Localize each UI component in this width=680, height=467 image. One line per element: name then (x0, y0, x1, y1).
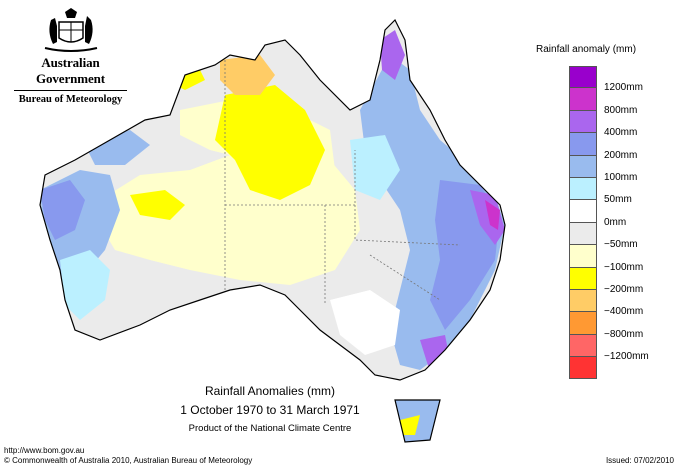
legend-swatch (569, 289, 597, 313)
government-name: Australian Government (35, 55, 106, 86)
anomaly-region (40, 180, 85, 240)
legend-swatch (569, 200, 597, 223)
tasmania-coastline (394, 399, 441, 443)
anomaly-region (330, 290, 400, 355)
anomaly-region (130, 190, 185, 220)
anomaly-region (400, 415, 420, 435)
state-borders (224, 60, 461, 305)
coat-of-arms-icon (44, 8, 97, 52)
legend-swatch (569, 177, 597, 201)
legend-label: −1200mm (604, 351, 649, 363)
legend-label: −50mm (604, 239, 638, 251)
legend-label: 0mm (604, 216, 627, 228)
legend-label: 50mm (604, 194, 632, 206)
legend-label: 1200mm (604, 82, 643, 94)
anomaly-region (215, 85, 325, 200)
legend-swatch (569, 357, 597, 380)
legend-label: −400mm (604, 306, 644, 318)
anomaly-region (220, 55, 275, 95)
anomaly-region (485, 200, 500, 230)
legend-label: 100mm (604, 172, 638, 183)
legend-swatch (569, 245, 597, 268)
bureau-name: Bureau of Meteorology (18, 94, 123, 105)
legend-label: 200mm (604, 149, 638, 161)
legend-label: −800mm (604, 328, 644, 340)
anomaly-region (350, 135, 400, 200)
state-border (369, 254, 441, 301)
legend-label: 400mm (604, 127, 638, 139)
legend-swatch (569, 267, 597, 290)
government-logo: Australian Government Bureau of Meteorol… (8, 8, 133, 105)
legend-swatch (569, 88, 597, 111)
anomaly-region (85, 130, 150, 165)
legend-swatch (569, 222, 597, 246)
website-link[interactable]: http://www.bom.gov.au (4, 446, 85, 455)
legend-label: 800mm (604, 104, 638, 116)
legend-colorbar (569, 66, 597, 380)
legend-swatch (569, 66, 597, 89)
copyright-notice: © Commonwealth of Australia 2010, Austra… (4, 456, 253, 465)
legend-swatch (569, 334, 597, 358)
issued-date: Issued: 07/02/2010 (605, 456, 674, 465)
logo-divider (14, 90, 127, 91)
map-title: Rainfall Anomalies (mm) (204, 384, 336, 398)
map-product: Product of the National Climate Centre (188, 423, 352, 434)
anomaly-region (470, 190, 505, 245)
legend-label: −100mm (604, 261, 644, 273)
legend-swatch (569, 312, 597, 335)
anomaly-region (380, 30, 405, 80)
legend-label: −200mm (604, 284, 644, 295)
legend-swatch (569, 155, 597, 178)
anomaly-fields (40, 30, 505, 442)
legend-title: Rainfall anomaly (mm) (536, 44, 637, 55)
legend-swatch (569, 133, 597, 156)
map-period: 1 October 1970 to 31 March 1971 (180, 403, 360, 417)
legend-swatch (569, 110, 597, 134)
state-border (354, 205, 461, 246)
anomaly-region (60, 250, 110, 320)
